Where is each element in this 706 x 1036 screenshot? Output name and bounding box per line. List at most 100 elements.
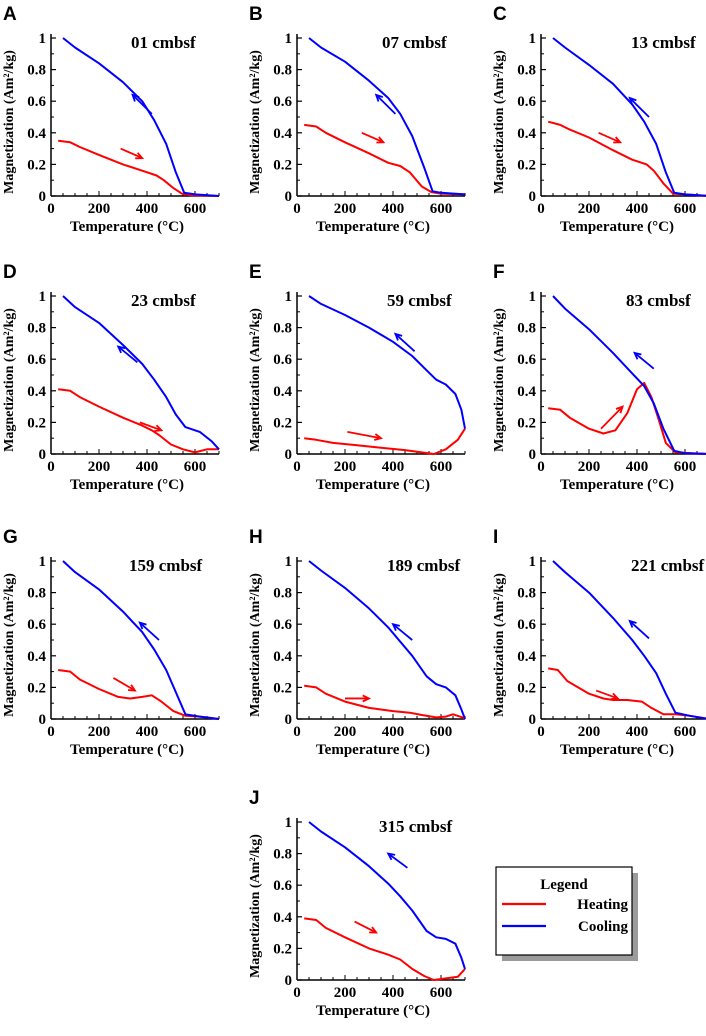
y-tick-label: 0.4	[517, 384, 536, 400]
x-tick-label: 0	[537, 201, 545, 217]
y-axis-label: Magnetization (Am²/kg)	[2, 50, 17, 194]
x-axis-label: Temperature (°C)	[316, 1003, 430, 1019]
cooling-curve	[62, 560, 220, 720]
y-axis-label: Magnetization (Am²/kg)	[248, 50, 263, 194]
x-tick-label: 600	[674, 201, 697, 217]
y-tick-label: 0	[39, 447, 47, 463]
y-tick-label: 0.2	[273, 680, 292, 696]
heating-arrow	[139, 421, 162, 432]
panel-d: D 23 cmbsf 0 0.2 0.4 0.6 0.8 1 0 200 400 600Tempera…	[2, 262, 220, 493]
x-axis-label: Temperature (°C)	[560, 219, 674, 235]
x-tick-label: 600	[184, 201, 207, 217]
cooling-arrow-head	[393, 332, 403, 341]
x-tick-label: 200	[334, 724, 357, 740]
y-tick-label: 0.6	[27, 352, 46, 368]
y-tick-label: 0.2	[27, 157, 46, 173]
cooling-arrow-head	[628, 96, 637, 105]
panel-title: 23 cmbsf	[131, 291, 196, 310]
x-axis-label: Temperature (°C)	[560, 477, 674, 493]
heating-arrow	[600, 405, 624, 430]
x-tick-label: 200	[88, 201, 111, 217]
x-tick-label: 0	[47, 724, 55, 740]
panel-letter: D	[3, 262, 17, 283]
y-tick-label: 0.6	[27, 617, 46, 633]
x-tick-label: 200	[578, 459, 601, 475]
x-tick-label: 600	[430, 724, 453, 740]
x-tick-label: 600	[430, 459, 453, 475]
x-tick-label: 200	[88, 459, 111, 475]
y-tick-label: 0.2	[273, 941, 292, 957]
cooling-arrow-head	[633, 351, 642, 360]
y-tick-label: 1	[529, 554, 537, 570]
x-tick-label: 400	[136, 459, 159, 475]
y-tick-label: 0.8	[273, 586, 292, 602]
x-tick-label: 600	[184, 724, 207, 740]
cooling-arrow	[392, 623, 413, 641]
x-tick-label: 0	[293, 724, 301, 740]
panel-letter: I	[493, 527, 498, 548]
x-axis-label: Temperature (°C)	[70, 219, 184, 235]
cooling-arrow-head	[386, 852, 396, 861]
y-tick-label: 0.8	[273, 63, 292, 79]
panel-letter: E	[249, 262, 262, 283]
x-tick-label: 200	[578, 201, 601, 217]
panel-j: J 315 cmbsf 0 0.2 0.4 0.6 0.8 1 0 200 400 600Temper…	[248, 788, 466, 1019]
x-tick-label: 600	[674, 724, 697, 740]
cooling-arrow	[394, 333, 416, 352]
legend-box	[495, 866, 633, 956]
y-tick-label: 0.6	[273, 617, 292, 633]
y-tick-label: 0.6	[517, 94, 536, 110]
y-tick-label: 0	[285, 189, 293, 205]
panel-title: 07 cmbsf	[382, 33, 447, 52]
y-tick-label: 0.6	[517, 617, 536, 633]
cooling-curve	[62, 295, 220, 450]
cooling-arrow	[629, 620, 650, 640]
heating-arrow-head	[135, 152, 145, 160]
heating-arrow-head	[369, 926, 379, 934]
x-tick-label: 400	[136, 724, 159, 740]
panel-letter: A	[3, 4, 17, 25]
y-tick-label: 0.6	[517, 352, 536, 368]
panel-c: C 13 cmbsf 0 0.2 0.4 0.6 0.8 1 0 200 400 600Tempera…	[492, 4, 706, 235]
x-tick-label: 200	[334, 201, 357, 217]
x-tick-label: 400	[382, 985, 405, 1001]
y-tick-label: 1	[285, 815, 293, 831]
x-tick-label: 400	[626, 201, 649, 217]
y-axis-label: Magnetization (Am²/kg)	[492, 308, 507, 452]
y-tick-label: 0.6	[27, 94, 46, 110]
cooling-curve	[552, 560, 706, 720]
panel-i: I 221 cmbsf 0 0.2 0.4 0.6 0.8 1 0 200 400 600Temper…	[492, 527, 706, 758]
y-tick-label: 0.2	[273, 157, 292, 173]
y-tick-label: 0.8	[27, 63, 46, 79]
y-tick-label: 1	[39, 554, 47, 570]
cooling-arrow-head	[138, 621, 147, 630]
x-tick-label: 400	[382, 201, 405, 217]
cooling-arrow-head	[391, 622, 401, 631]
heating-arrow	[598, 131, 621, 144]
cooling-curve	[552, 37, 706, 197]
x-tick-label: 200	[88, 724, 111, 740]
cooling-arrow-head	[131, 93, 140, 102]
y-tick-label: 0.4	[517, 126, 536, 142]
cooling-arrow	[375, 94, 397, 115]
cooling-curve	[62, 37, 220, 197]
y-axis-label: Magnetization (Am²/kg)	[248, 308, 263, 452]
y-tick-label: 0.2	[517, 157, 536, 173]
heating-curve	[304, 123, 466, 196]
x-axis-label: Temperature (°C)	[316, 477, 430, 493]
panel-letter: F	[493, 262, 505, 283]
y-tick-label: 0	[529, 712, 537, 728]
x-tick-label: 600	[184, 459, 207, 475]
x-tick-label: 400	[136, 201, 159, 217]
panel-title: 13 cmbsf	[631, 33, 696, 52]
y-tick-label: 0	[529, 447, 537, 463]
y-tick-label: 0.4	[27, 384, 46, 400]
heating-arrow-head	[376, 136, 386, 144]
y-tick-label: 0.6	[273, 878, 292, 894]
heating-curve	[548, 667, 706, 720]
y-tick-label: 0.4	[27, 649, 46, 665]
x-tick-label: 0	[293, 201, 301, 217]
heating-curve	[548, 381, 706, 455]
y-tick-label: 0.4	[27, 126, 46, 142]
cooling-arrow-head	[628, 619, 637, 628]
